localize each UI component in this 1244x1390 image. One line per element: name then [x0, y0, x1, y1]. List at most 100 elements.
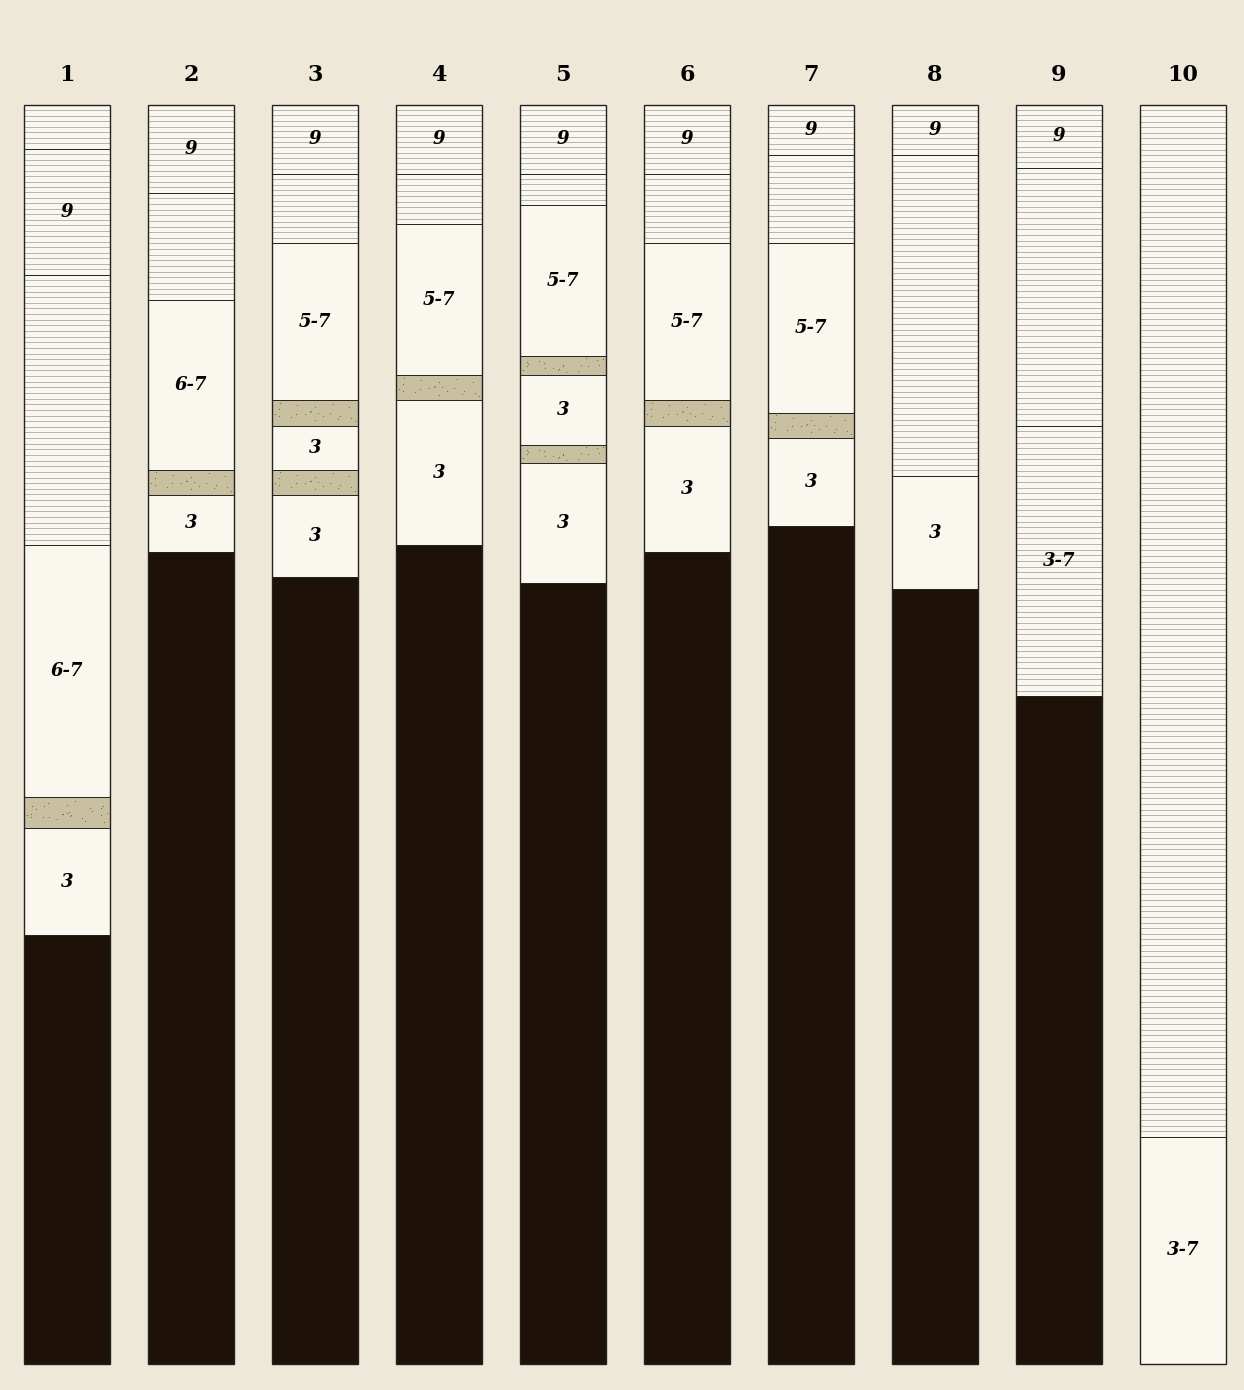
Text: 9: 9: [805, 121, 817, 139]
Bar: [520, 206, 606, 356]
Point: [182, 466, 202, 488]
Bar: [769, 527, 853, 1364]
Text: 5: 5: [555, 64, 571, 86]
Bar: [892, 589, 978, 1364]
Point: [791, 416, 811, 438]
Point: [393, 373, 413, 395]
Point: [518, 353, 537, 375]
Point: [567, 360, 587, 382]
Point: [265, 473, 285, 495]
Bar: [148, 193, 234, 300]
Point: [309, 471, 328, 493]
Bar: [24, 149, 109, 275]
Point: [641, 404, 661, 427]
Point: [170, 471, 190, 493]
Bar: [644, 552, 730, 1364]
Bar: [520, 104, 606, 1364]
Point: [162, 473, 182, 495]
Point: [549, 357, 569, 379]
Point: [305, 396, 325, 418]
Bar: [148, 495, 234, 552]
Point: [270, 392, 290, 414]
Point: [286, 403, 306, 425]
Point: [269, 474, 289, 496]
Point: [82, 799, 102, 821]
Text: 1: 1: [60, 64, 75, 86]
Point: [341, 477, 361, 499]
Point: [295, 471, 315, 493]
Bar: [272, 400, 357, 425]
Text: 3: 3: [61, 873, 73, 891]
Text: 3: 3: [433, 464, 445, 482]
Point: [142, 473, 162, 495]
Point: [345, 480, 364, 502]
Point: [544, 357, 564, 379]
Point: [320, 402, 340, 424]
Point: [17, 805, 37, 827]
Bar: [272, 174, 357, 243]
Point: [653, 406, 673, 428]
Point: [144, 474, 164, 496]
Text: 3: 3: [556, 514, 570, 532]
Point: [281, 475, 301, 498]
Point: [717, 410, 736, 432]
Point: [270, 467, 290, 489]
Bar: [148, 104, 234, 193]
Text: 5-7: 5-7: [423, 291, 455, 309]
Point: [659, 395, 679, 417]
Point: [93, 795, 113, 817]
Point: [835, 409, 855, 431]
Point: [270, 461, 290, 484]
Point: [680, 402, 700, 424]
Point: [424, 375, 444, 398]
Point: [300, 470, 320, 492]
Point: [554, 354, 573, 377]
Point: [21, 795, 41, 817]
Point: [692, 402, 712, 424]
Point: [571, 442, 591, 464]
Point: [309, 402, 328, 424]
Point: [207, 474, 226, 496]
Point: [76, 810, 96, 833]
Point: [514, 359, 534, 381]
Point: [463, 371, 483, 393]
Point: [338, 396, 358, 418]
Point: [677, 409, 697, 431]
Bar: [520, 582, 606, 1364]
Point: [305, 466, 325, 488]
Point: [712, 396, 731, 418]
Bar: [1141, 104, 1225, 1137]
Point: [713, 407, 733, 430]
Text: 3: 3: [805, 474, 817, 491]
Point: [549, 446, 569, 468]
Point: [341, 407, 361, 430]
Point: [265, 403, 285, 425]
Point: [702, 404, 722, 427]
Point: [554, 442, 573, 464]
Text: 4: 4: [432, 64, 447, 86]
Point: [518, 441, 537, 463]
Point: [465, 382, 485, 404]
Point: [695, 393, 715, 416]
Text: 3: 3: [307, 64, 322, 86]
Point: [700, 409, 720, 431]
Point: [406, 381, 425, 403]
Point: [300, 400, 320, 423]
Point: [529, 350, 549, 373]
Text: 5-7: 5-7: [671, 313, 703, 331]
Point: [177, 470, 197, 492]
Bar: [644, 243, 730, 400]
Text: 5-7: 5-7: [795, 320, 827, 338]
Point: [313, 406, 333, 428]
Bar: [148, 300, 234, 470]
Text: 3: 3: [929, 524, 942, 542]
Text: 6-7: 6-7: [51, 662, 83, 680]
Point: [301, 400, 321, 423]
Bar: [769, 156, 853, 243]
Point: [320, 471, 340, 493]
Point: [37, 792, 57, 815]
Point: [667, 403, 687, 425]
Point: [60, 805, 80, 827]
Point: [419, 377, 439, 399]
Point: [57, 802, 77, 824]
